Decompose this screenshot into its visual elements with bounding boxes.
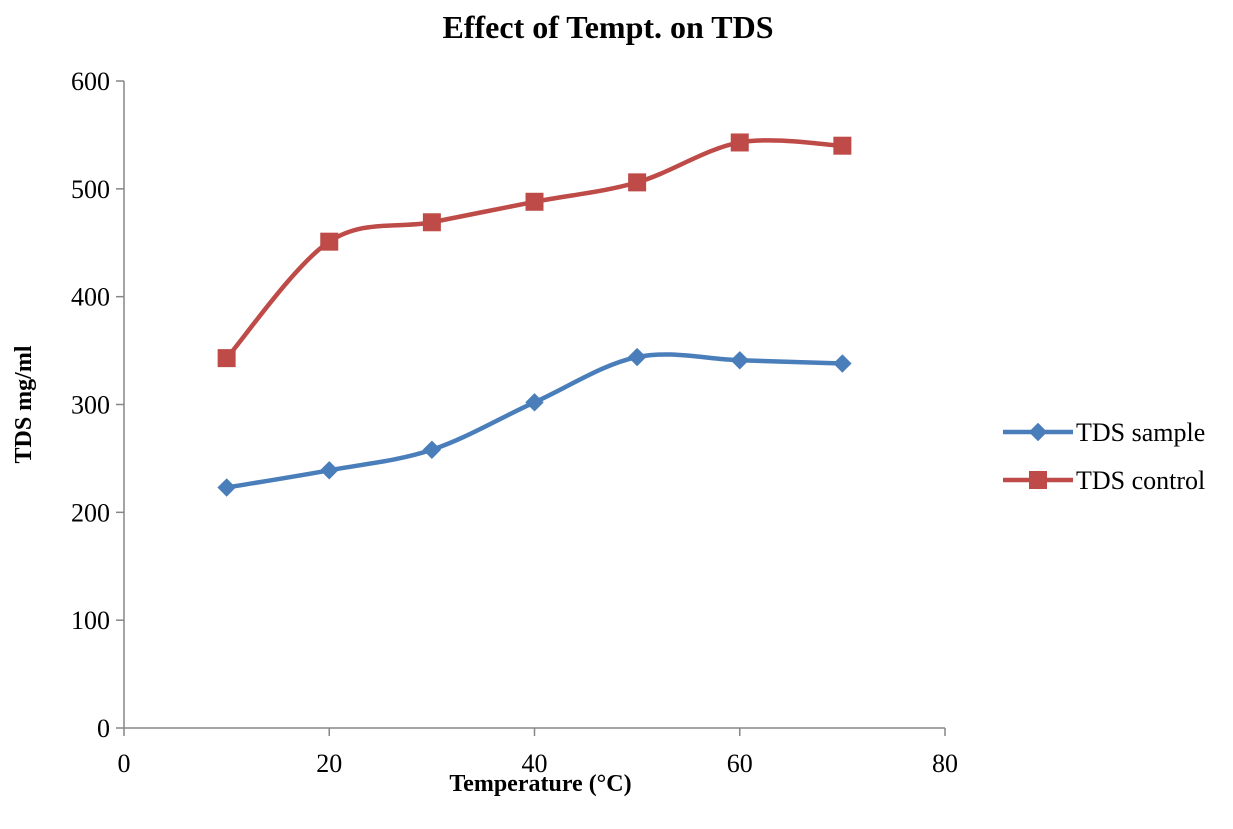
data-point-diamond	[320, 461, 339, 480]
legend-item: TDS control	[1003, 466, 1205, 495]
data-point-diamond	[730, 351, 749, 370]
data-point-diamond	[833, 354, 852, 373]
series-tds-control	[217, 133, 852, 368]
data-point-square	[833, 136, 852, 155]
y-tick-label: 100	[71, 606, 110, 635]
axes: 0 100 200 300 400 500 600 0 20 40 60 80	[71, 67, 958, 778]
x-tick-label: 20	[316, 749, 342, 778]
data-point-square	[525, 192, 544, 211]
y-tick-label: 500	[71, 175, 110, 204]
legend-item: TDS sample	[1003, 418, 1205, 447]
y-axis-ticks: 0 100 200 300 400 500 600	[71, 67, 124, 743]
y-tick-label: 400	[71, 283, 110, 312]
data-point-diamond	[627, 347, 647, 367]
series-tds-sample	[217, 347, 852, 497]
y-tick-label: 0	[97, 714, 110, 743]
y-axis-title: TDS mg/ml	[11, 345, 37, 463]
data-point-diamond	[525, 393, 544, 412]
data-point-diamond	[422, 440, 442, 459]
chart-title: Effect of Tempt. on TDS	[443, 9, 774, 45]
series-line	[224, 352, 845, 490]
data-point-square	[628, 173, 647, 192]
data-point-square	[320, 232, 339, 251]
x-tick-label: 80	[932, 749, 958, 778]
data-point-diamond	[217, 478, 236, 497]
x-axis-title: Temperature (°C)	[449, 771, 631, 797]
y-tick-label: 600	[71, 67, 110, 96]
y-tick-label: 200	[71, 498, 110, 527]
legend-swatch-marker	[1028, 422, 1048, 442]
legend-label: TDS control	[1076, 466, 1205, 495]
legend-label: TDS sample	[1076, 418, 1205, 447]
legend-swatch-marker	[1029, 471, 1047, 489]
data-point-square	[730, 133, 749, 152]
x-tick-label: 40	[522, 749, 548, 778]
x-tick-label: 0	[118, 749, 131, 778]
data-point-square	[217, 349, 236, 368]
plot-area	[217, 133, 852, 497]
legend: TDS sample TDS control	[1003, 418, 1205, 495]
x-tick-label: 60	[727, 749, 753, 778]
y-tick-label: 300	[71, 391, 110, 420]
series-line	[224, 138, 845, 361]
data-point-square	[422, 213, 441, 232]
x-axis-ticks: 0 20 40 60 80	[118, 728, 958, 778]
